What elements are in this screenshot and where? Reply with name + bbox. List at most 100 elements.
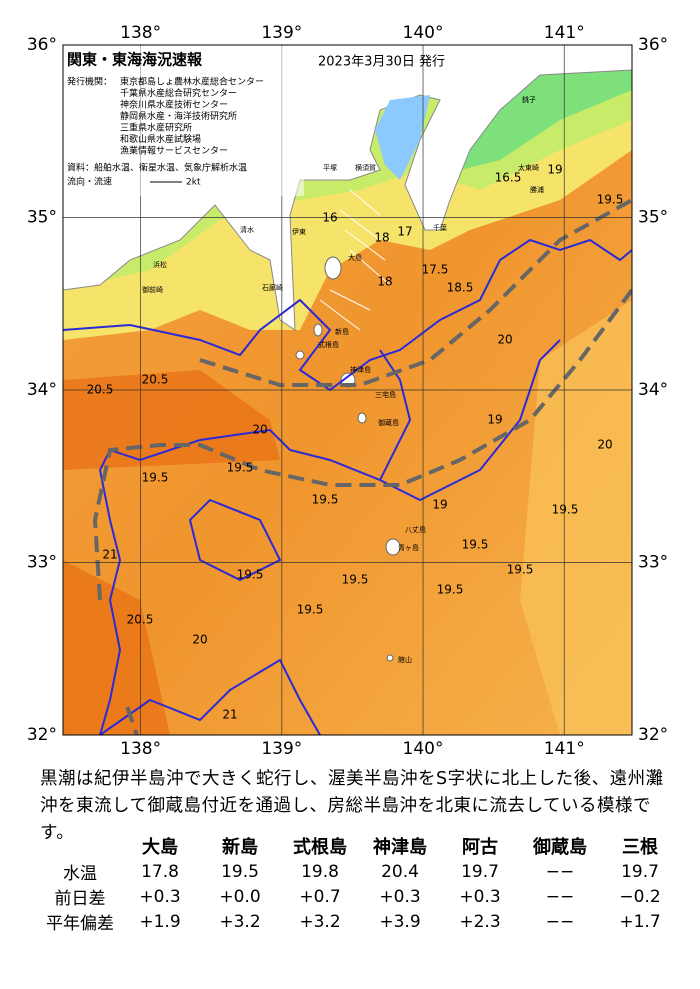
table-cell: 19.8 (301, 861, 339, 882)
place: 御前崎 (142, 285, 163, 294)
table-cell: 19.5 (221, 861, 259, 882)
current-legend: 流向・流速 (67, 176, 112, 188)
table-row: 平年偏差 +1.9 +3.2 +3.2 +3.9 +2.3 −− +1.7 (40, 909, 680, 935)
table-header: 大島 新島 式根島 神津島 阿古 御蔵島 三根 (40, 833, 680, 859)
contour-label: 20.5 (127, 613, 154, 627)
map-labels: 16 18 17 17.5 18 18.5 16.5 19 19.5 20 20.5 20.5 19.5… (87, 95, 624, 722)
contour-label: 19 (547, 163, 562, 177)
issuer: 静岡県水産・海洋技術研究所 (120, 110, 237, 122)
contour-label: 20.5 (87, 383, 114, 397)
column-header: 神津島 (373, 837, 427, 858)
place: 伊東 (292, 227, 306, 236)
contour-label: 19.5 (597, 193, 624, 207)
lat-label: 34° (638, 380, 668, 400)
issuer-list: 東京都島しょ農林水産総合センター千葉県水産総合研究センター神奈川県水産技術センタ… (120, 76, 264, 157)
table-row: 水温 17.8 19.5 19.8 20.4 19.7 −− 19.7 (40, 859, 680, 885)
table-cell: +0.3 (379, 886, 421, 907)
table-cell: −0.2 (619, 886, 661, 907)
lat-label: 34° (27, 380, 57, 400)
place: 千葉 (433, 223, 447, 232)
table-cell: +3.2 (219, 911, 261, 932)
contour-label: 19.5 (507, 563, 534, 577)
current-arrows (319, 189, 391, 331)
contour-label: 19.5 (552, 503, 579, 517)
contour-label: 19.5 (142, 471, 169, 485)
map-frame (62, 44, 633, 736)
place: 青ヶ島 (398, 543, 419, 552)
table-cell: 17.8 (141, 861, 179, 882)
kuroshio-axis (92, 198, 632, 735)
place: 太東崎 (518, 163, 539, 172)
legend-box (64, 46, 304, 196)
contour-label: 20 (192, 633, 207, 647)
contour-label: 19.5 (227, 461, 254, 475)
lon-label: 138° (120, 23, 161, 43)
lon-label: 141° (544, 23, 585, 43)
description: 黒潮は紀伊半島沖で大きく蛇行し、渥美半島沖をS字状に北上した後、遠州灘沖を東流し… (40, 769, 664, 843)
table-cell: +0.0 (219, 886, 261, 907)
column-header: 大島 (142, 837, 178, 858)
place: 勝浦 (530, 185, 544, 194)
contour-label: 20 (597, 438, 612, 452)
table-cell: +0.3 (139, 886, 181, 907)
place: 館山 (398, 655, 412, 664)
place: 御蔵島 (378, 418, 399, 427)
map-header: 関東・東海海況速報 2023年3月30日 発行 発行機関： 東京都島しょ農林水産… (64, 46, 445, 196)
contour-label: 19 (487, 413, 502, 427)
lon-label: 138° (120, 739, 161, 759)
contour-label: 20 (497, 333, 512, 347)
map-title: 関東・東海海況速報 (67, 51, 203, 69)
contour-label: 21 (102, 548, 117, 562)
issuer: 神奈川県水産技術センター (120, 99, 228, 111)
contour-label: 19.5 (437, 583, 464, 597)
table-cell: +1.7 (619, 911, 661, 932)
contour-label: 17 (397, 225, 412, 239)
lat-label: 36° (27, 35, 57, 55)
issuer: 千葉県水産総合研究センター (120, 87, 237, 99)
contour-label: 16 (322, 211, 337, 225)
table-cell: +2.3 (459, 911, 501, 932)
contour-label: 20 (252, 423, 267, 437)
contour-label: 21 (222, 708, 237, 722)
place: 新島 (335, 327, 349, 336)
contour-label: 18 (374, 231, 389, 245)
table-row: 前日差 +0.3 +0.0 +0.7 +0.3 +0.3 −− −0.2 (40, 884, 680, 910)
issuer: 東京都島しょ農林水産総合センター (120, 76, 264, 88)
place: 式根島 (318, 340, 339, 349)
place: 横須賀 (355, 163, 376, 172)
lon-label: 140° (403, 739, 444, 759)
issuer-label: 発行機関： (67, 76, 112, 88)
place: 浜松 (153, 260, 167, 269)
lon-label: 140° (403, 23, 444, 43)
place: 大島 (348, 253, 362, 262)
lat-label: 35° (638, 208, 668, 228)
column-header: 阿古 (462, 837, 498, 858)
warm-area (63, 370, 280, 735)
place: 平塚 (323, 163, 337, 172)
lon-label: 139° (261, 23, 302, 43)
table-cell: 19.7 (461, 861, 499, 882)
lat-label: 33° (638, 553, 668, 573)
place: 八丈島 (405, 525, 426, 534)
contour-label: 18 (377, 275, 392, 289)
table-cell: 19.7 (621, 861, 659, 882)
source: 資料：船舶水温、衛星水温、気象庁解析水温 (67, 162, 247, 174)
row-label: 平年偏差 (46, 914, 114, 934)
lat-label: 36° (638, 35, 668, 55)
table-cell: +3.2 (299, 911, 341, 932)
lon-label: 141° (544, 739, 585, 759)
current-speed: 2kt (186, 178, 201, 188)
lat-label: 35° (27, 208, 57, 228)
table-cell: −− (545, 886, 575, 907)
contour-label: 20.5 (142, 373, 169, 387)
contour-label: 19.5 (237, 568, 264, 582)
contour-label: 19.5 (342, 573, 369, 587)
row-label: 水温 (63, 864, 97, 884)
kuroshio-line (63, 238, 632, 735)
lat-label: 32° (27, 725, 57, 745)
contour-label: 16.5 (495, 171, 522, 185)
temperature-table: 大島 新島 式根島 神津島 阿古 御蔵島 三根 水温 17.8 19.5 19.8 20.4 19.7 −… (40, 833, 680, 934)
table-cell: −− (545, 861, 575, 882)
row-label: 前日差 (54, 889, 106, 909)
